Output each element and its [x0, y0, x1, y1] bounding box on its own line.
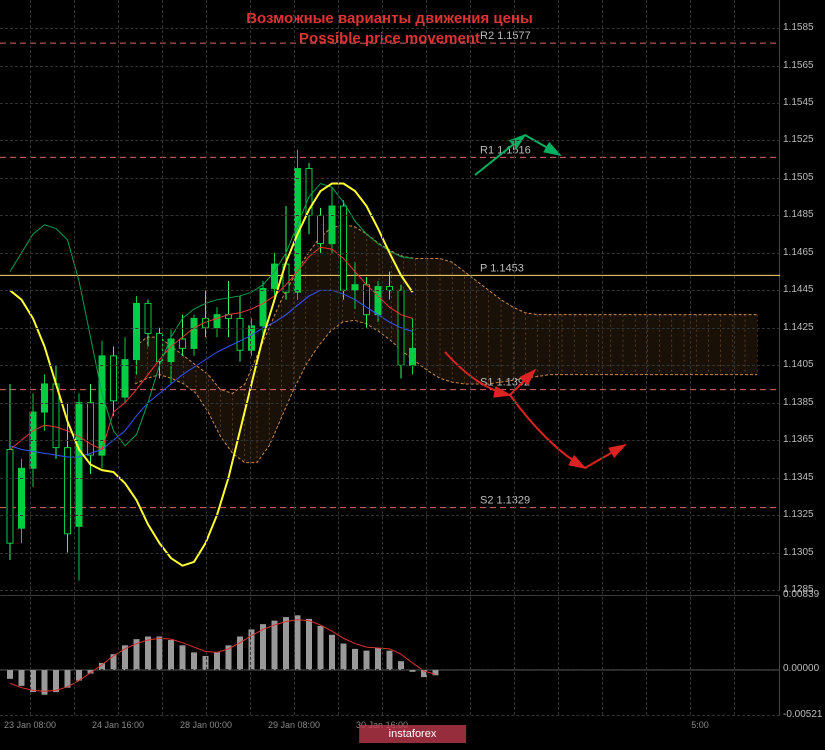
watermark: instaforex [359, 725, 467, 743]
svg-text:R1 1.1516: R1 1.1516 [480, 144, 531, 156]
sub-chart-area[interactable] [0, 595, 780, 715]
sub-chart-svg [0, 596, 780, 716]
main-chart-svg: R2 1.1577R1 1.1516P 1.1453S1 1.1392S2 1.… [0, 0, 780, 590]
svg-text:S2 1.1329: S2 1.1329 [480, 495, 530, 507]
svg-text:P 1.1453: P 1.1453 [480, 262, 524, 274]
y-axis-sub: 0.008390.00000-0.00521 [780, 595, 825, 715]
chart-title-line2: Possible price movement [0, 30, 779, 47]
chart-title-line1: Возможные варианты движения цены [0, 10, 779, 27]
svg-text:S1 1.1392: S1 1.1392 [480, 377, 530, 389]
main-chart-area[interactable]: R2 1.1577R1 1.1516P 1.1453S1 1.1392S2 1.… [0, 0, 780, 590]
chart-container: R2 1.1577R1 1.1516P 1.1453S1 1.1392S2 1.… [0, 0, 825, 750]
y-axis-main: 1.12851.13051.13251.13451.13651.13851.14… [780, 0, 825, 590]
